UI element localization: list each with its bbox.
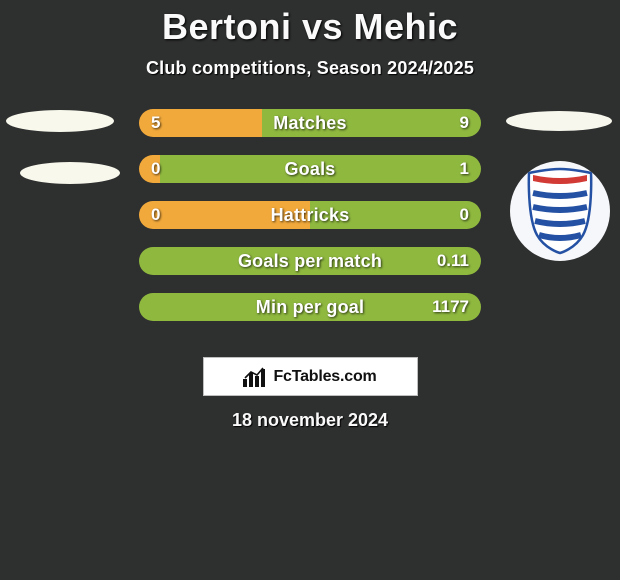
left-team-badge-2 [20, 162, 120, 184]
stat-row: Min per goal1177 [139, 293, 481, 321]
bars-icon [243, 367, 267, 387]
subtitle: Club competitions, Season 2024/2025 [146, 58, 474, 79]
brand-box[interactable]: FcTables.com [203, 357, 418, 396]
stats-zone: Matches59 Goals01 Hattricks00 Goals per mat… [0, 109, 620, 339]
headline: Bertoni vs Mehic [162, 6, 458, 48]
stat-row: Matches59 [139, 109, 481, 137]
stat-bar-right [139, 293, 481, 321]
date-text: 18 november 2024 [232, 410, 388, 431]
stat-bar-left [139, 201, 310, 229]
left-team-badge-1 [6, 110, 114, 132]
right-team-badge-1 [506, 111, 612, 131]
stat-bar-right [262, 109, 481, 137]
stat-row: Goals per match0.11 [139, 247, 481, 275]
stat-bar-left [139, 155, 160, 183]
right-team-badge-2 [510, 161, 610, 261]
stat-bar-right [160, 155, 481, 183]
shield-icon [523, 167, 597, 255]
stat-bar-right [139, 247, 481, 275]
comparison-card: Bertoni vs Mehic Club competitions, Seas… [0, 0, 620, 580]
stat-row: Hattricks00 [139, 201, 481, 229]
brand-text: FcTables.com [273, 368, 376, 386]
stat-bar-left [139, 109, 262, 137]
stat-row: Goals01 [139, 155, 481, 183]
stat-bar-right [310, 201, 481, 229]
